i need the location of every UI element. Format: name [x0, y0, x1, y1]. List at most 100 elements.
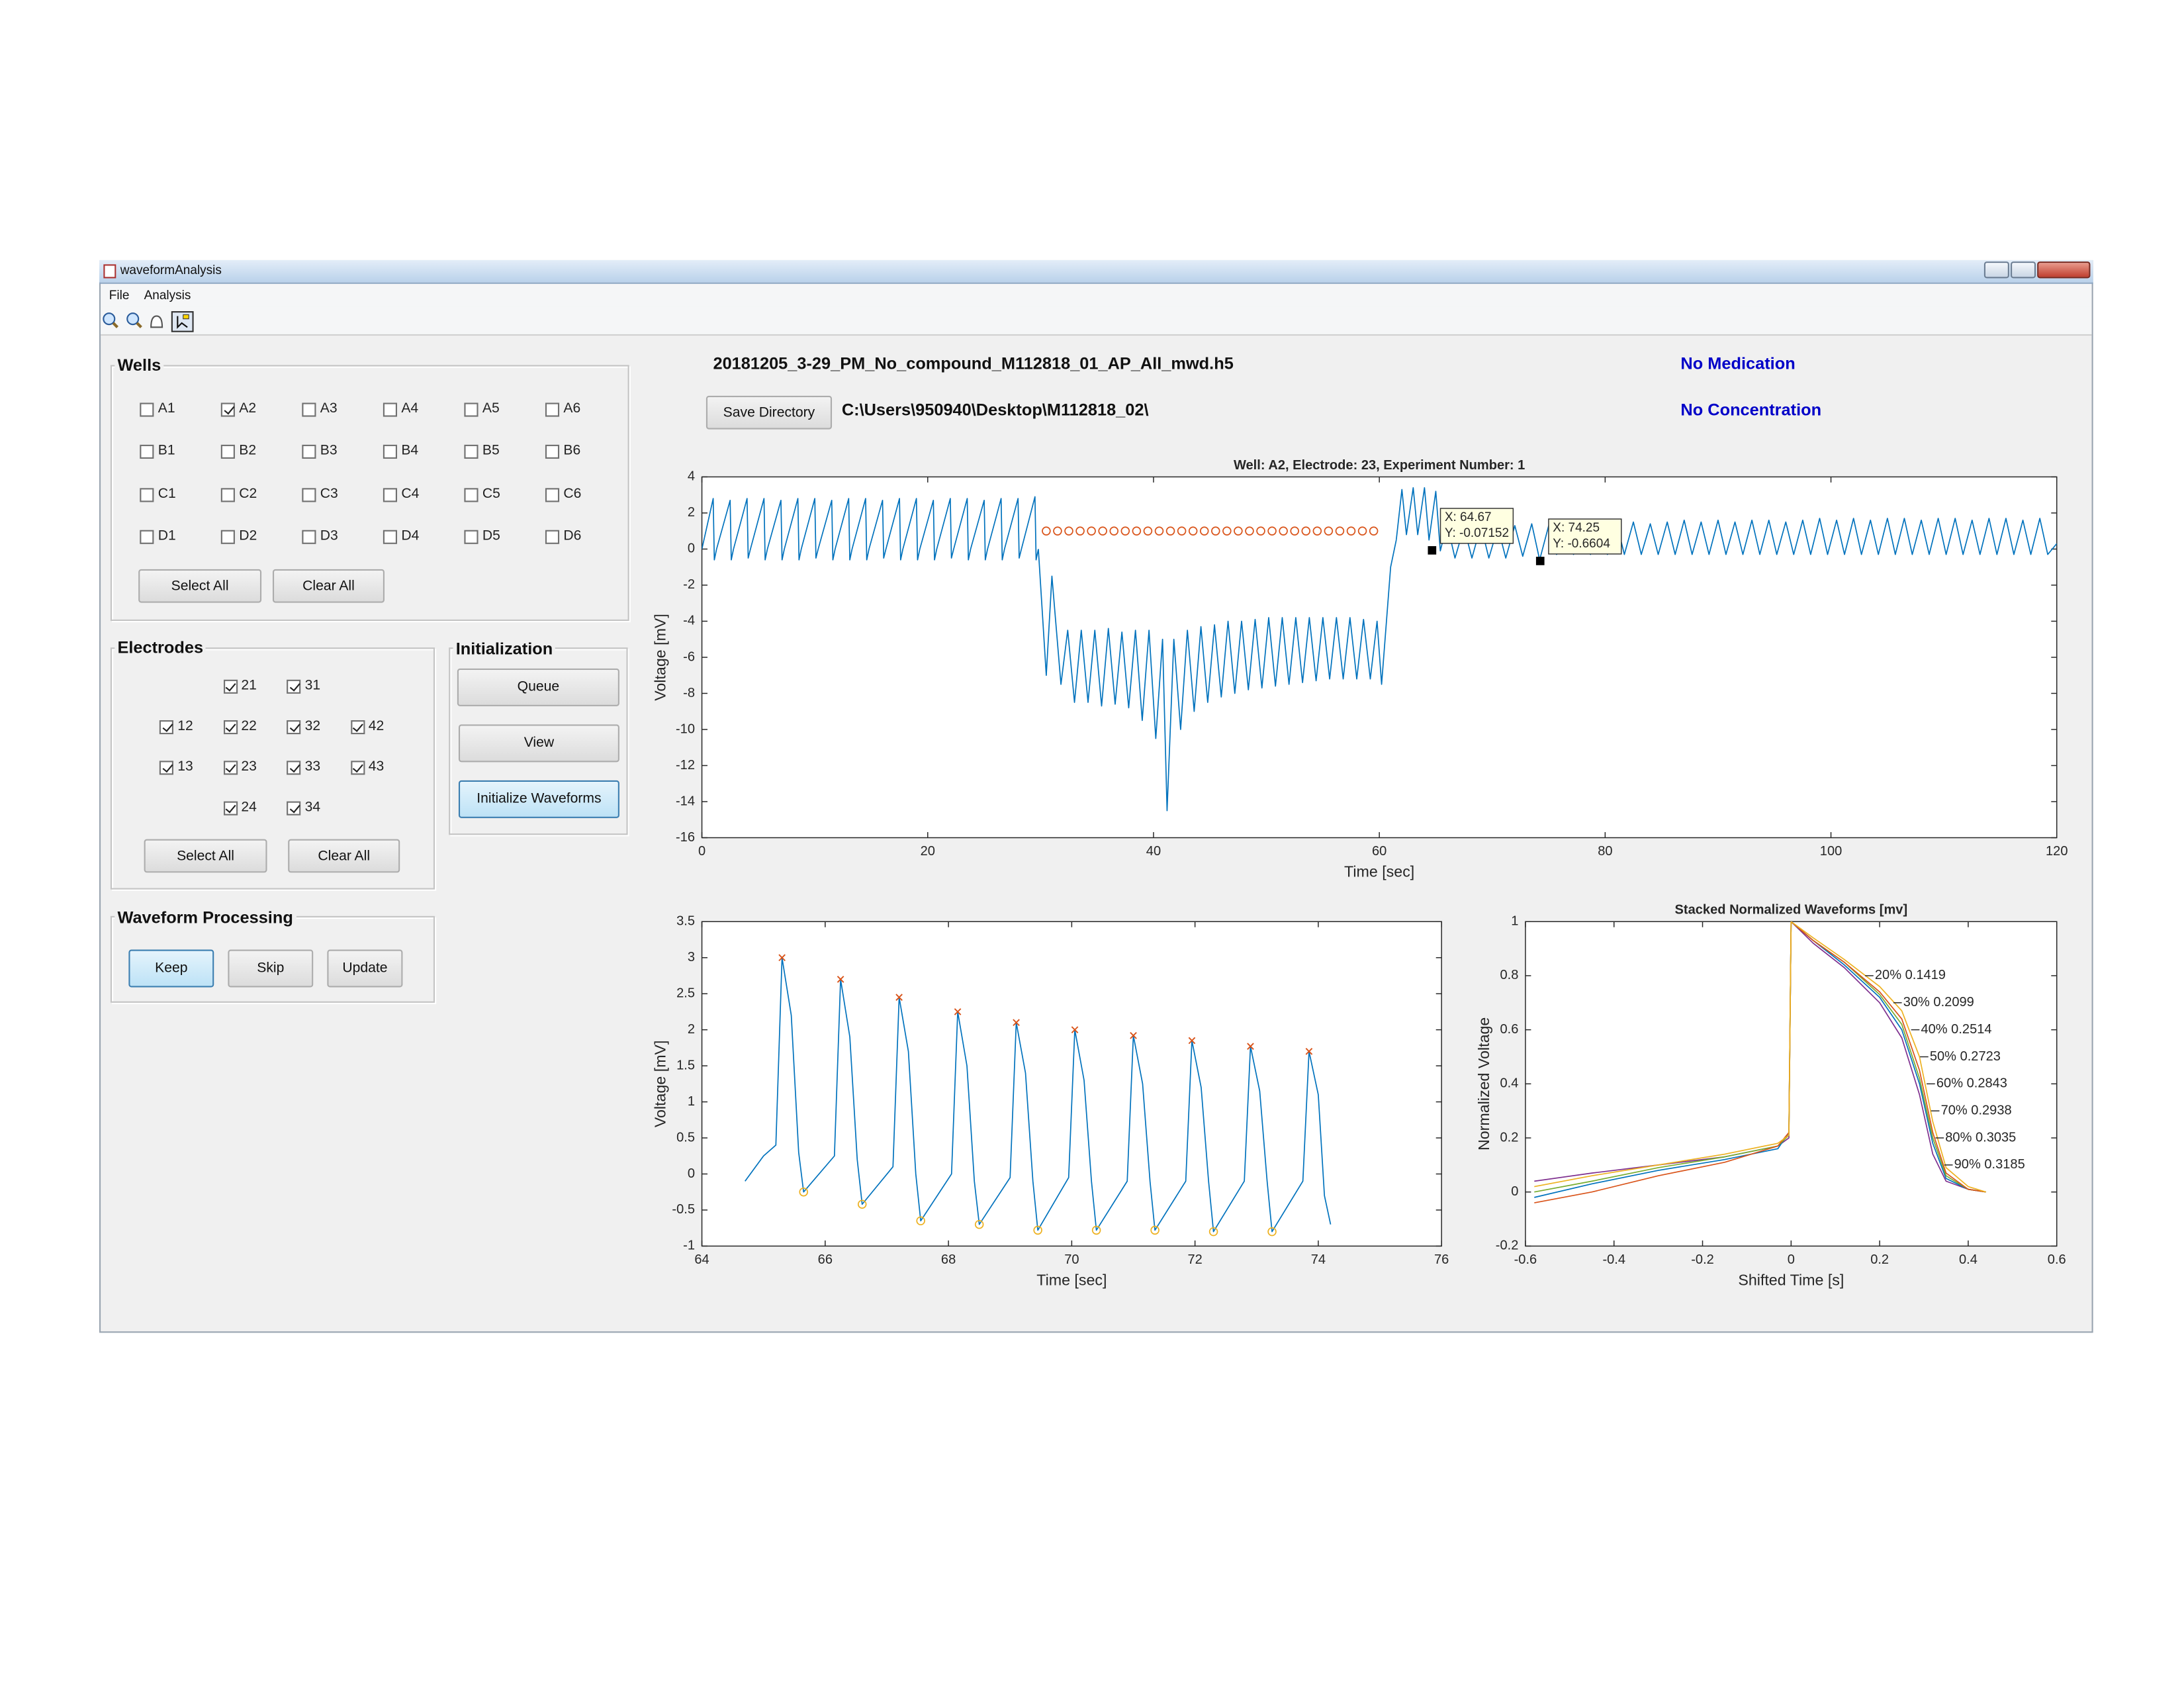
maximize-button[interactable] [2011, 261, 2036, 279]
directory-path: C:\Users\950940\Desktop\M112818_02\ [841, 400, 1149, 420]
checkbox[interactable] [464, 487, 478, 502]
data-tip-box [1439, 508, 1514, 544]
x-tick-label: 100 [1820, 844, 1842, 859]
marker [1098, 526, 1107, 536]
marker [1369, 526, 1379, 536]
data-cursor-icon[interactable] [171, 311, 194, 332]
marker [1132, 526, 1142, 536]
button[interactable]: Skip [228, 949, 314, 988]
checkbox-label: A3 [320, 401, 338, 417]
checkbox[interactable] [140, 487, 154, 502]
checkbox[interactable] [383, 530, 397, 544]
checkbox[interactable] [287, 720, 301, 735]
button[interactable]: Update [327, 949, 403, 988]
pan-icon[interactable] [150, 315, 163, 328]
button[interactable]: Select All [138, 569, 262, 603]
x-tick-label: 0.4 [1959, 1252, 1978, 1267]
marker [1042, 526, 1051, 536]
button[interactable]: View [458, 724, 619, 763]
marker [954, 1008, 962, 1015]
checkbox[interactable] [383, 487, 397, 502]
button[interactable]: Keep [128, 949, 214, 988]
checkbox[interactable] [464, 530, 478, 544]
button[interactable]: Queue [457, 668, 619, 706]
annotation: 30% 0.2099 [1903, 995, 1974, 1009]
zoom-in-icon[interactable] [103, 312, 118, 328]
toolbar-icons [103, 311, 194, 332]
button[interactable]: Clear All [288, 839, 400, 873]
checkbox[interactable] [140, 445, 154, 459]
plot-content [1534, 921, 1986, 1203]
checkbox[interactable] [302, 530, 316, 544]
plot: 0 20 40 60 80 100 120 -16 -14 -12 -10 -8 -6 -4 -2 0 2 4 We… [651, 458, 2068, 880]
marker [1177, 526, 1187, 536]
checkbox[interactable] [383, 402, 397, 417]
checkbox[interactable] [464, 445, 478, 459]
zoom-out-icon[interactable] [126, 312, 142, 328]
x-tick-label: 0.6 [2048, 1252, 2066, 1267]
data-tip-point [1428, 546, 1437, 555]
marker [1130, 1032, 1137, 1039]
checkbox[interactable] [302, 445, 316, 459]
annotation: 80% 0.3035 [1945, 1130, 2016, 1145]
checkbox[interactable] [302, 402, 316, 417]
checkbox[interactable] [287, 801, 301, 816]
checkbox[interactable] [287, 761, 301, 775]
checkbox[interactable] [350, 761, 365, 775]
marker [1071, 1026, 1079, 1033]
checkbox[interactable] [220, 487, 235, 502]
checkbox[interactable] [220, 402, 235, 417]
x-tick-label: 0 [698, 844, 705, 859]
checkbox[interactable] [220, 530, 235, 544]
checkbox[interactable] [287, 679, 301, 694]
close-button[interactable] [2037, 261, 2091, 279]
data-tip-point [1535, 557, 1545, 565]
checkbox-label: C4 [401, 486, 420, 502]
checkbox[interactable] [545, 487, 560, 502]
checkbox[interactable] [464, 402, 478, 417]
menu-item[interactable]: Analysis [144, 288, 191, 303]
x-tick-label: 120 [2046, 844, 2068, 859]
checkbox[interactable] [545, 402, 560, 417]
checkbox[interactable] [159, 720, 173, 735]
medication-label: No Medication [1680, 353, 1796, 374]
checkbox[interactable] [222, 801, 238, 816]
y-tick-label: -16 [676, 830, 695, 845]
button[interactable]: Select All [144, 839, 267, 873]
x-tick-label: 20 [921, 844, 935, 859]
checkbox[interactable] [140, 530, 154, 544]
checkbox[interactable] [545, 445, 560, 459]
marker [1033, 1225, 1042, 1235]
minimize-button[interactable] [1983, 261, 2009, 279]
marker [1256, 526, 1265, 536]
y-tick-label: 0.5 [676, 1130, 695, 1145]
checkbox-label: C6 [563, 486, 582, 502]
menu-item[interactable]: File [109, 288, 130, 303]
button[interactable]: Clear All [272, 569, 385, 603]
marker [1267, 526, 1277, 536]
checkbox[interactable] [222, 720, 238, 735]
marker [1305, 1047, 1313, 1055]
panel-title: Wells [114, 355, 164, 375]
checkbox[interactable] [383, 445, 397, 459]
x-tick-label: 80 [1598, 844, 1612, 859]
plot-content [745, 957, 1332, 1233]
button[interactable]: Initialize Waveforms [458, 780, 619, 818]
y-tick-label: -0.5 [672, 1202, 695, 1217]
checkbox[interactable] [222, 679, 238, 694]
button[interactable]: Save Directory [705, 395, 833, 430]
y-tick-label: 2 [688, 1022, 695, 1037]
marker [1075, 526, 1085, 536]
x-tick-label: -0.2 [1691, 1252, 1714, 1267]
checkbox[interactable] [220, 445, 235, 459]
checkbox[interactable] [159, 761, 173, 775]
checkbox-label: B5 [482, 444, 500, 459]
marker [1357, 526, 1367, 536]
marker [1053, 526, 1062, 536]
checkbox[interactable] [222, 761, 238, 775]
checkbox[interactable] [350, 720, 365, 735]
checkbox[interactable] [140, 402, 154, 417]
checkbox[interactable] [302, 487, 316, 502]
checkbox[interactable] [545, 530, 560, 544]
checkbox-label: D5 [482, 528, 500, 544]
